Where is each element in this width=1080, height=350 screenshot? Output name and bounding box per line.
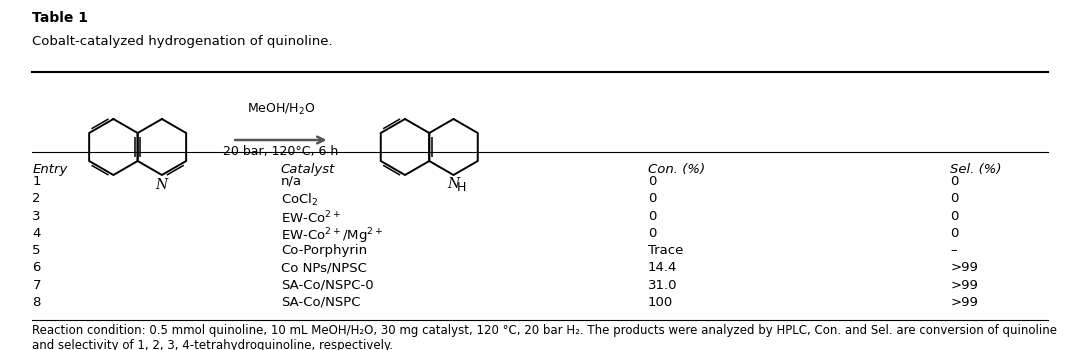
Text: 7: 7 bbox=[32, 279, 41, 292]
Text: –: – bbox=[950, 244, 957, 257]
Text: >99: >99 bbox=[950, 296, 978, 309]
Text: 0: 0 bbox=[648, 210, 657, 223]
Text: 0: 0 bbox=[648, 227, 657, 240]
Text: Catalyst: Catalyst bbox=[281, 163, 335, 176]
Text: N: N bbox=[447, 177, 460, 191]
Text: Reaction condition: 0.5 mmol quinoline, 10 mL MeOH/H₂O, 30 mg catalyst, 120 °C, : Reaction condition: 0.5 mmol quinoline, … bbox=[32, 324, 1057, 350]
Text: Cobalt-catalyzed hydrogenation of quinoline.: Cobalt-catalyzed hydrogenation of quinol… bbox=[32, 35, 333, 48]
Text: SA-Co/NSPC-0: SA-Co/NSPC-0 bbox=[281, 279, 374, 292]
Text: 0: 0 bbox=[648, 175, 657, 188]
Text: 0: 0 bbox=[950, 175, 959, 188]
Text: 14.4: 14.4 bbox=[648, 261, 677, 274]
Text: Co NPs/NPSC: Co NPs/NPSC bbox=[281, 261, 367, 274]
Text: EW-Co$^{2+}$/Mg$^{2+}$: EW-Co$^{2+}$/Mg$^{2+}$ bbox=[281, 227, 383, 246]
Text: 8: 8 bbox=[32, 296, 41, 309]
Text: MeOH/H$_2$O: MeOH/H$_2$O bbox=[246, 102, 315, 117]
Text: CoCl$_2$: CoCl$_2$ bbox=[281, 192, 319, 208]
Text: 0: 0 bbox=[648, 192, 657, 205]
Text: N: N bbox=[154, 178, 167, 192]
Text: n/a: n/a bbox=[281, 175, 302, 188]
Text: >99: >99 bbox=[950, 261, 978, 274]
Text: 20 bar, 120°C, 6 h: 20 bar, 120°C, 6 h bbox=[224, 145, 338, 158]
Text: SA-Co/NSPC: SA-Co/NSPC bbox=[281, 296, 361, 309]
Text: 0: 0 bbox=[950, 192, 959, 205]
Text: 6: 6 bbox=[32, 261, 41, 274]
Text: 0: 0 bbox=[950, 210, 959, 223]
Text: >99: >99 bbox=[950, 279, 978, 292]
Text: Co-Porphyrin: Co-Porphyrin bbox=[281, 244, 367, 257]
Text: 4: 4 bbox=[32, 227, 41, 240]
Text: EW-Co$^{2+}$: EW-Co$^{2+}$ bbox=[281, 210, 341, 226]
Text: Table 1: Table 1 bbox=[32, 10, 89, 25]
Text: 3: 3 bbox=[32, 210, 41, 223]
Text: 0: 0 bbox=[950, 227, 959, 240]
Text: Con. (%): Con. (%) bbox=[648, 163, 705, 176]
Text: 2: 2 bbox=[32, 192, 41, 205]
Text: 1: 1 bbox=[32, 175, 41, 188]
Text: 100: 100 bbox=[648, 296, 673, 309]
Text: H: H bbox=[457, 181, 467, 194]
Text: Entry: Entry bbox=[32, 163, 68, 176]
Text: 31.0: 31.0 bbox=[648, 279, 677, 292]
Text: 5: 5 bbox=[32, 244, 41, 257]
Text: Trace: Trace bbox=[648, 244, 684, 257]
Text: Sel. (%): Sel. (%) bbox=[950, 163, 1002, 176]
